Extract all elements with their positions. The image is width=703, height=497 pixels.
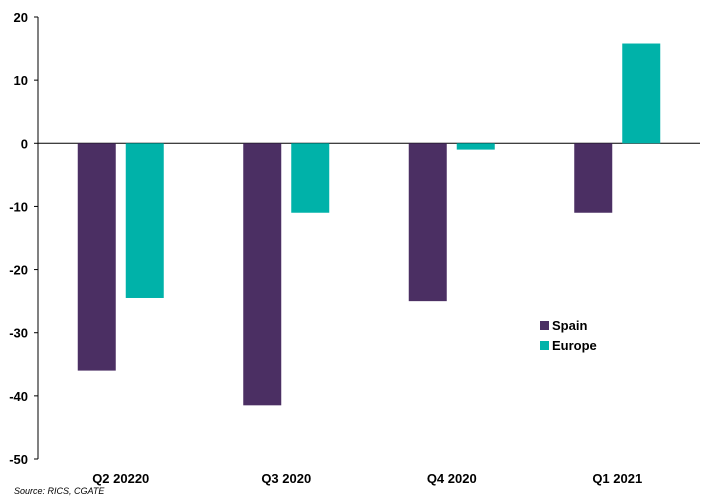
x-tick-label: Q2 20220 bbox=[92, 471, 149, 486]
legend-label-spain: Spain bbox=[552, 318, 587, 333]
x-tick-label: Q3 2020 bbox=[261, 471, 311, 486]
bar-spain-1 bbox=[77, 143, 116, 371]
y-tick-label: 20 bbox=[14, 10, 28, 25]
legend-label-europe: Europe bbox=[552, 338, 597, 353]
y-tick-label: -30 bbox=[9, 326, 28, 341]
bar-europe-4 bbox=[622, 43, 661, 144]
x-tick-label: Q1 2021 bbox=[592, 471, 642, 486]
bar-europe-2 bbox=[291, 143, 330, 213]
bar-spain-3 bbox=[408, 143, 447, 302]
y-tick-label: -40 bbox=[9, 389, 28, 404]
bars bbox=[77, 43, 661, 406]
tick-labels: 20 10 0 -10 -20 -30 -40 -50 Q2 20220 Q3 2020 Q4 20… bbox=[9, 10, 642, 486]
y-tick-label: -10 bbox=[9, 199, 28, 214]
legend-swatch-spain bbox=[540, 321, 549, 330]
bar-spain-4 bbox=[574, 143, 613, 213]
legend: Spain Europe bbox=[540, 318, 597, 353]
legend-swatch-europe bbox=[540, 341, 549, 350]
source-note: Source: RICS, CGATE bbox=[14, 486, 105, 496]
y-tick-label: 10 bbox=[14, 73, 28, 88]
x-tick-label: Q4 2020 bbox=[427, 471, 477, 486]
bar-europe-1 bbox=[125, 143, 164, 298]
y-tick-label: -20 bbox=[9, 263, 28, 278]
bar-spain-2 bbox=[243, 143, 282, 406]
y-tick-label: 0 bbox=[21, 136, 28, 151]
y-tick-label: -50 bbox=[9, 452, 28, 467]
bar-europe-3 bbox=[456, 143, 495, 150]
